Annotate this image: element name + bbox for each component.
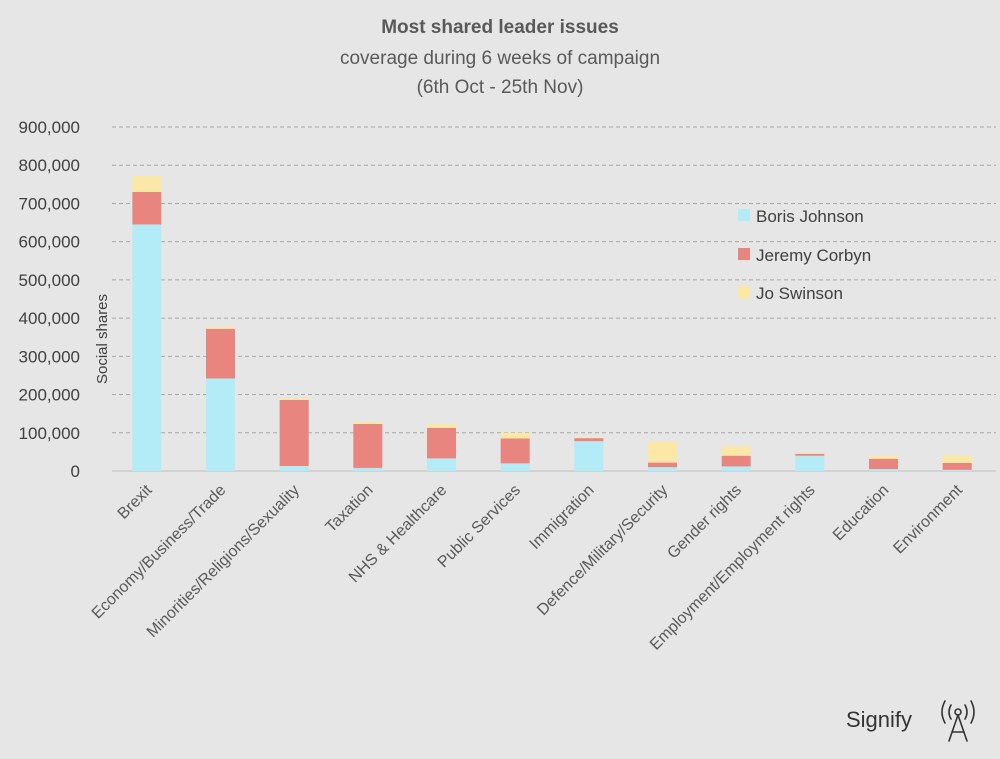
bar-boris-johnson-environment <box>942 469 972 471</box>
bar-jo-swinson-public-services <box>500 432 530 439</box>
legend-label-jo-swinson: Jo Swinson <box>756 284 843 303</box>
bar-jo-swinson-gender-rights <box>721 446 751 456</box>
legend-swatch-jo-swinson <box>738 286 750 298</box>
bar-jeremy-corbyn-environment <box>942 462 972 470</box>
x-tick-label: Taxation <box>323 482 377 536</box>
bar-boris-johnson-employment-employment-rights <box>795 455 825 471</box>
brand-logo: Signify <box>846 700 975 742</box>
legend-label-boris-johnson: Boris Johnson <box>756 207 864 226</box>
bar-jo-swinson-education <box>869 455 898 459</box>
y-tick-label: 100,000 <box>19 424 80 443</box>
legend-label-jeremy-corbyn: Jeremy Corbyn <box>756 246 871 265</box>
bar-jeremy-corbyn-immigration <box>574 438 604 442</box>
bar-boris-johnson-education <box>869 469 898 471</box>
y-tick-label: 900,000 <box>19 118 80 137</box>
bar-jeremy-corbyn-public-services <box>500 438 530 464</box>
y-tick-label: 200,000 <box>19 386 80 405</box>
chart-subtitle-line-2: (6th Oct - 25th Nov) <box>417 77 584 98</box>
y-tick-label: 500,000 <box>19 271 80 290</box>
x-tick-label: Gender rights <box>664 482 745 563</box>
bar-boris-johnson-economy-business-trade <box>206 378 235 471</box>
x-tick-label: Defence/Military/Security <box>534 482 671 619</box>
bars <box>132 175 972 471</box>
bar-jo-swinson-nhs-healthcare <box>427 423 456 428</box>
x-tick-label: Employment/Employment rights <box>647 482 819 654</box>
bar-boris-johnson-brexit <box>132 224 162 471</box>
bar-boris-johnson-taxation <box>353 467 383 471</box>
bar-boris-johnson-nhs-healthcare <box>427 458 456 471</box>
legend-swatch-jeremy-corbyn <box>738 248 750 260</box>
chart-subtitle-line-1: coverage during 6 weeks of campaign <box>340 48 660 69</box>
bar-jeremy-corbyn-gender-rights <box>721 455 751 467</box>
legend-swatch-boris-johnson <box>738 209 750 221</box>
bar-boris-johnson-public-services <box>500 463 530 471</box>
bar-boris-johnson-immigration <box>574 441 604 471</box>
bar-jo-swinson-economy-business-trade <box>206 326 235 329</box>
y-tick-label: 800,000 <box>19 156 80 175</box>
x-axis-tick-labels: BrexitEconomy/Business/TradeMinorities/R… <box>89 481 967 653</box>
bar-jo-swinson-taxation <box>353 422 383 424</box>
bar-jo-swinson-environment <box>942 455 972 463</box>
brand-name: Signify <box>846 707 912 732</box>
bar-jeremy-corbyn-minorities-religions-sexuality <box>279 399 309 467</box>
x-tick-label: Brexit <box>115 481 156 522</box>
bar-jeremy-corbyn-employment-employment-rights <box>795 453 825 456</box>
bar-boris-johnson-gender-rights <box>721 466 751 471</box>
bar-jo-swinson-brexit <box>132 175 162 192</box>
bar-boris-johnson-minorities-religions-sexuality <box>279 466 309 471</box>
y-tick-label: 300,000 <box>19 347 80 366</box>
y-axis-tick-labels: 0 100,000 200,000 300,000 400,000 500,000 600,… <box>19 118 80 481</box>
x-tick-label: Education <box>830 482 892 544</box>
chart-title: Most shared leader issues <box>381 17 619 38</box>
bar-jeremy-corbyn-brexit <box>132 191 162 225</box>
y-tick-label: 0 <box>71 462 80 481</box>
y-axis-label: Social shares <box>94 294 111 384</box>
x-tick-label: Economy/Business/Trade <box>89 482 230 623</box>
y-tick-label: 400,000 <box>19 309 80 328</box>
bar-jeremy-corbyn-education <box>869 458 898 470</box>
x-tick-label: Minorities/Religions/Sexuality <box>144 482 303 641</box>
x-tick-label: Environment <box>890 481 966 557</box>
bar-jo-swinson-defence-military-security <box>648 441 677 463</box>
bar-jo-swinson-immigration <box>574 437 604 439</box>
bar-jo-swinson-minorities-religions-sexuality <box>279 398 309 400</box>
y-tick-label: 600,000 <box>19 233 80 252</box>
bar-jo-swinson-employment-employment-rights <box>795 453 825 454</box>
bar-boris-johnson-defence-military-security <box>648 467 677 471</box>
bar-jeremy-corbyn-economy-business-trade <box>206 328 235 379</box>
legend: Boris Johnson Jeremy Corbyn Jo Swinson <box>738 207 871 303</box>
gridlines <box>112 126 996 472</box>
bar-jeremy-corbyn-defence-military-security <box>648 462 677 468</box>
y-tick-label: 700,000 <box>19 194 80 213</box>
broadcast-tower-icon <box>941 700 975 742</box>
bar-jeremy-corbyn-nhs-healthcare <box>427 427 456 459</box>
bar-jeremy-corbyn-taxation <box>353 423 383 468</box>
x-tick-label: Immigration <box>527 482 598 553</box>
